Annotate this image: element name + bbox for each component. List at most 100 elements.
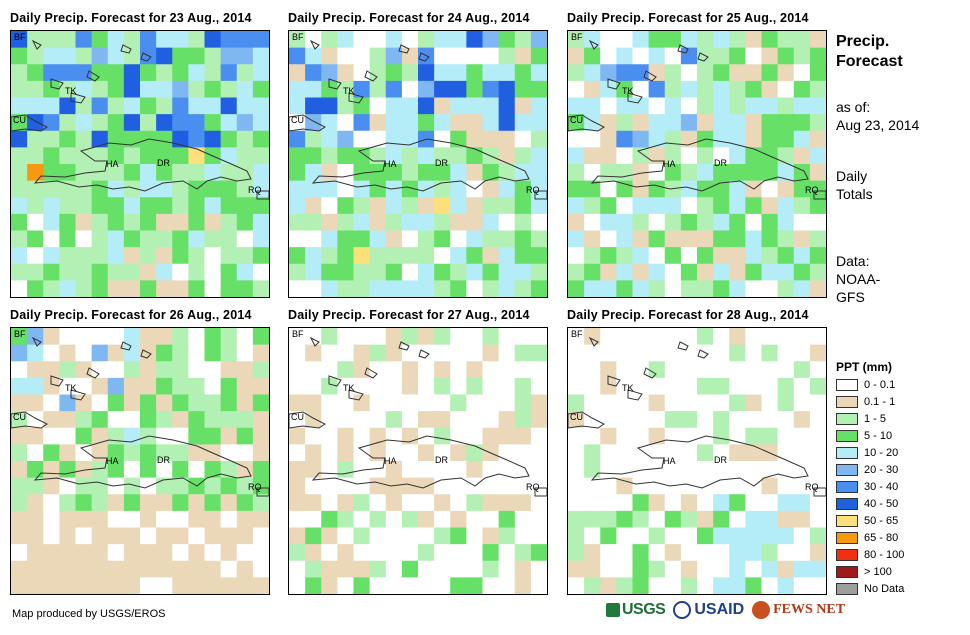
precip-cell (584, 213, 601, 232)
precip-cell (434, 80, 451, 99)
precip-cell (697, 31, 714, 49)
precip-cell (401, 197, 419, 215)
precip-cell (482, 213, 500, 232)
precip-cell (337, 394, 355, 412)
precip-cell (418, 444, 435, 462)
precip-cell (369, 97, 387, 115)
precip-cell (568, 527, 585, 545)
precip-cell (482, 164, 500, 182)
precip-cell (385, 510, 403, 529)
legend-swatch (836, 463, 858, 476)
precip-cell (482, 47, 500, 65)
precip-cell (664, 444, 682, 462)
precip-cell (27, 47, 44, 65)
precip-cell (809, 230, 826, 248)
precip-cell (289, 114, 306, 132)
precip-cell (305, 64, 322, 82)
precip-cell (793, 328, 811, 346)
legend-swatch (836, 429, 858, 442)
precip-cell (450, 97, 467, 115)
precip-cell (697, 361, 714, 379)
precip-cell (514, 361, 532, 379)
legend-swatch (836, 395, 858, 408)
precip-cell (43, 47, 60, 65)
precip-cell (777, 461, 795, 479)
map-label-tk: TK (622, 86, 634, 96)
precip-cell (220, 114, 238, 132)
precip-cell (353, 560, 371, 578)
precip-cell (568, 494, 585, 512)
precip-cell (632, 328, 650, 346)
precip-cell (713, 247, 730, 265)
hispaniola-outline (33, 138, 252, 192)
precip-cell (729, 80, 746, 99)
precip-cell (680, 147, 698, 165)
precip-cell (713, 560, 730, 578)
precip-cell (91, 510, 109, 529)
precip-cell (761, 80, 779, 99)
precip-cell (514, 97, 532, 115)
precip-cell (123, 263, 141, 281)
precip-cell (289, 31, 306, 49)
precip-cell (434, 147, 451, 165)
totals-label: Totals (836, 186, 873, 202)
precip-cell (91, 147, 109, 165)
precip-cell (745, 64, 763, 82)
precip-cell (600, 577, 617, 594)
precip-cell (337, 280, 355, 297)
precip-cell (761, 164, 779, 182)
precip-cell (140, 213, 157, 232)
precip-cell (27, 510, 44, 529)
precip-cell (321, 560, 338, 578)
precip-cell (353, 197, 371, 215)
panel-title-3: Daily Precip. Forecast for 25 Aug., 2014 (567, 11, 809, 25)
precip-cell (482, 31, 500, 49)
precip-cell (337, 263, 355, 281)
precip-cell (236, 394, 254, 412)
precip-cell (27, 560, 44, 578)
precip-cell (616, 230, 634, 248)
precip-cell (252, 344, 269, 362)
precip-cell (236, 527, 254, 545)
precip-cell (220, 361, 238, 379)
precip-cell (107, 510, 125, 529)
precip-cell (697, 411, 714, 429)
precip-cell (123, 377, 141, 396)
precip-cell (632, 180, 650, 198)
precip-cell (140, 377, 157, 396)
precip-cell (27, 411, 44, 429)
precip-cell (664, 427, 682, 445)
precip-cell (632, 427, 650, 445)
precip-cell (123, 560, 141, 578)
precip-cell (514, 230, 532, 248)
precip-cell (204, 263, 222, 281)
precip-cell (27, 477, 44, 495)
precip-cell (204, 560, 222, 578)
precip-cell (745, 147, 763, 165)
precip-cell (353, 427, 371, 445)
precip-cell (236, 328, 254, 346)
map-label-cu: CU (570, 115, 583, 125)
precip-cell (648, 510, 666, 529)
precip-cell (321, 97, 338, 115)
map-label-tk: TK (343, 86, 355, 96)
precip-cell (75, 47, 93, 65)
precip-cell (204, 97, 222, 115)
precip-cell (729, 444, 746, 462)
precip-cell (777, 344, 795, 362)
precip-cell (530, 147, 547, 165)
precip-cell (321, 64, 338, 82)
precip-cell (514, 477, 532, 495)
precip-cell (172, 494, 189, 512)
precip-cell (648, 477, 666, 495)
precip-cell (568, 577, 585, 594)
panel-title-6: Daily Precip. Forecast for 28 Aug., 2014 (567, 308, 809, 322)
precip-cell (252, 213, 269, 232)
precip-cell (107, 544, 125, 562)
precip-cell (568, 80, 585, 99)
precip-cell (337, 411, 355, 429)
precip-cell (697, 230, 714, 248)
precip-cell (123, 213, 141, 232)
map-label-bf: BF (14, 32, 26, 42)
precip-cell (252, 230, 269, 248)
